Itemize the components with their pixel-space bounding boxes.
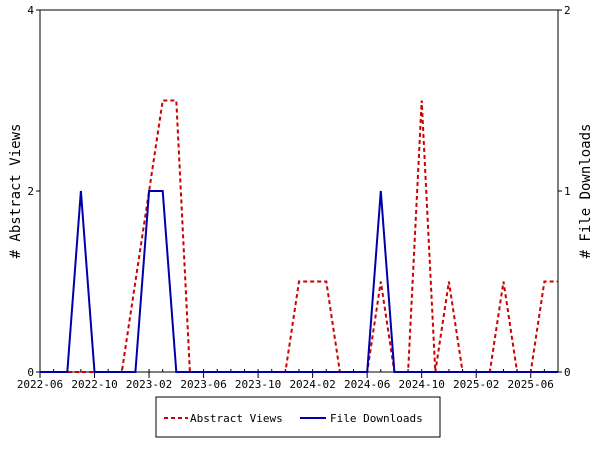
left-axis-ticks: 0 2 4: [27, 4, 40, 379]
legend-label-file-downloads: File Downloads: [330, 412, 423, 425]
right-tick-label: 2: [564, 4, 571, 17]
right-axis-title: # File Downloads: [578, 124, 594, 259]
legend-box: [155, 396, 441, 438]
left-tick-label: 2: [27, 185, 34, 198]
plot-frame: [39, 9, 559, 373]
x-tick-label: 2024-06: [344, 378, 390, 391]
x-tick-label: 2023-06: [180, 378, 226, 391]
x-tick-label: 2023-02: [126, 378, 172, 391]
x-tick-label: 2025-06: [508, 378, 554, 391]
series-line-abstract-views: [40, 99, 558, 373]
x-tick-label: 2022-10: [71, 378, 117, 391]
series-line-file-downloads: [40, 190, 558, 373]
x-tick-label: 2023-10: [235, 378, 281, 391]
right-tick-label: 0: [564, 366, 571, 379]
series-layer: [40, 99, 558, 373]
x-tick-label: 2024-02: [289, 378, 335, 391]
left-tick-label: 0: [27, 366, 34, 379]
x-tick-label: 2025-02: [453, 378, 499, 391]
x-tick-label: 2024-10: [399, 378, 445, 391]
right-axis-ticks: 0 1 2: [558, 4, 571, 379]
legend-label-abstract-views: Abstract Views: [190, 412, 283, 425]
legend: Abstract Views File Downloads: [155, 396, 441, 438]
x-axis-ticks: 2022-06 2022-10 2023-02 2023-06 2023-10 2024-…: [17, 372, 554, 391]
right-tick-label: 1: [564, 185, 571, 198]
left-tick-label: 4: [27, 4, 34, 17]
x-tick-label: 2022-06: [17, 378, 63, 391]
left-axis-title: # Abstract Views: [8, 124, 24, 259]
